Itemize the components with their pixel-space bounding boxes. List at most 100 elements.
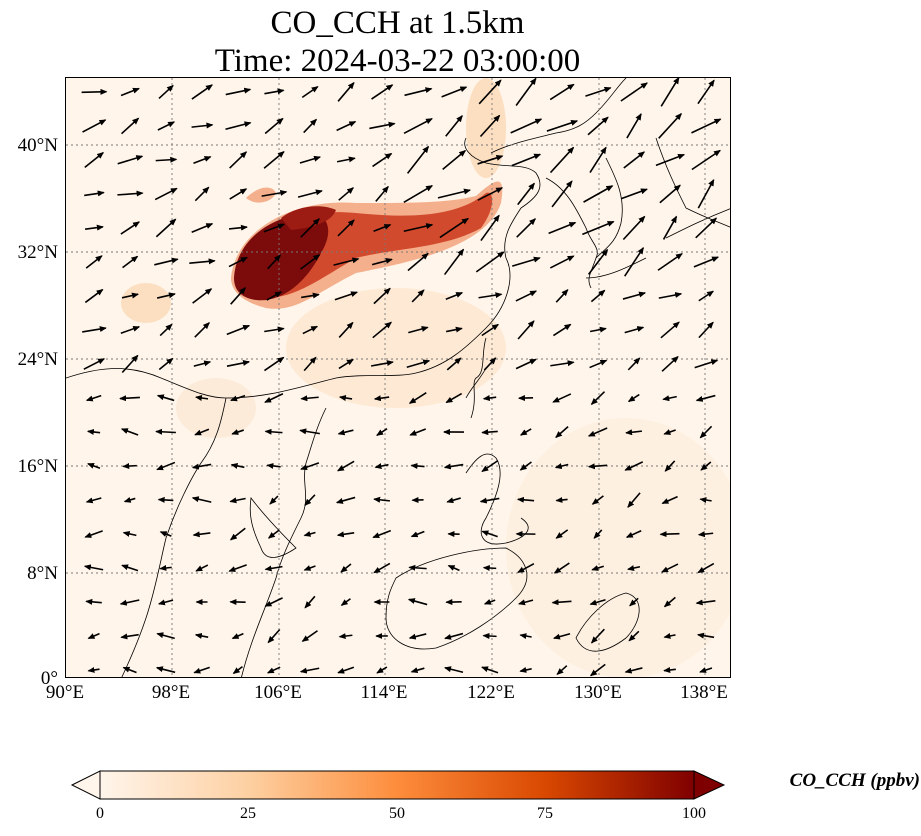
wind-arrow <box>403 185 434 203</box>
wind-arrow <box>407 598 428 606</box>
wind-arrow <box>410 667 425 674</box>
wind-arrow <box>87 666 100 673</box>
wind-arrow <box>337 81 355 102</box>
wind-arrow <box>519 461 532 471</box>
wind-arrow <box>303 565 316 571</box>
colorbar-tick-50: 50 <box>389 805 405 822</box>
wind-arrow <box>194 186 210 202</box>
lat-label-24n: 24°N <box>17 349 58 370</box>
wind-arrow <box>663 667 676 673</box>
wind-arrow <box>373 496 390 503</box>
wind-arrow <box>232 665 243 675</box>
wind-arrow <box>549 255 575 269</box>
wind-arrow <box>376 428 388 436</box>
wind-arrow <box>263 223 286 233</box>
map-title: CO_CCH at 1.5km <box>270 5 525 41</box>
wind-arrow <box>627 492 641 508</box>
wind-arrow <box>483 357 497 371</box>
wind-arrow <box>84 288 104 304</box>
wind-arrow <box>191 122 214 129</box>
lon-label-114e: 114°E <box>360 682 408 703</box>
wind-arrow <box>662 395 677 402</box>
wind-arrow <box>121 292 139 299</box>
wind-arrow <box>695 217 717 239</box>
wind-arrow <box>698 321 714 339</box>
lon-label-90e: 90°E <box>45 682 85 703</box>
wind-arrow <box>556 665 568 675</box>
wind-arrow <box>194 322 210 338</box>
wind-arrow <box>516 496 535 503</box>
wind-arrow <box>444 632 464 640</box>
concentration-field <box>121 78 730 677</box>
wind-arrow <box>156 461 176 471</box>
wind-arrow <box>264 117 284 135</box>
wind-arrow <box>659 184 681 204</box>
wind-arrow <box>158 84 174 100</box>
wind-arrow <box>372 152 393 168</box>
wind-arrow <box>299 667 320 674</box>
wind-arrow <box>517 563 535 573</box>
wind-arrow <box>374 463 389 470</box>
wind-arrow <box>590 289 606 303</box>
wind-arrow <box>479 114 501 138</box>
wind-arrow <box>336 156 356 163</box>
wind-arrow <box>697 178 715 209</box>
wind-arrow <box>303 118 317 134</box>
wind-arrow <box>583 185 614 203</box>
wind-arrow <box>297 189 323 198</box>
wind-arrow <box>627 565 641 571</box>
wind-arrow <box>589 598 606 606</box>
wind-arrow <box>195 564 209 572</box>
wind-arrow <box>156 394 175 402</box>
wind-arrow <box>518 599 534 606</box>
wind-arrow <box>410 462 425 469</box>
lon-label-106e: 106°E <box>254 682 302 703</box>
colorbar-tick-0: 0 <box>96 805 104 822</box>
wind-arrow <box>552 323 572 337</box>
wind-arrow <box>371 258 393 266</box>
wind-arrow <box>122 666 137 674</box>
wind-arrow <box>159 564 172 571</box>
wind-arrow <box>480 214 500 242</box>
wind-arrow <box>699 497 712 504</box>
wind-arrow <box>624 667 643 674</box>
wind-arrow <box>120 325 141 334</box>
wind-arrow <box>266 291 283 301</box>
wind-arrow <box>695 599 716 606</box>
wind-arrow <box>267 529 280 539</box>
wind-arrow <box>622 291 647 300</box>
lat-label-16n: 16°N <box>17 456 58 477</box>
wind-arrow <box>627 393 640 403</box>
wind-arrow <box>191 496 212 503</box>
wind-arrow <box>519 633 532 640</box>
co-plume <box>231 181 503 309</box>
wind-arrow <box>231 632 244 640</box>
wind-arrow <box>301 630 318 642</box>
wind-arrow <box>482 632 497 639</box>
wind-arrow <box>372 321 392 339</box>
lat-label-0: 0° <box>40 668 58 689</box>
wind-arrow <box>192 531 211 538</box>
wind-arrow <box>157 496 174 503</box>
wind-arrow <box>300 254 321 270</box>
wind-arrow <box>301 292 320 299</box>
wind-vectors <box>81 78 722 677</box>
wind-arrow <box>338 321 354 338</box>
wind-arrow <box>336 120 357 132</box>
map-panel <box>65 77 731 678</box>
wind-arrow <box>519 667 532 673</box>
wind-arrow <box>266 462 281 469</box>
wind-arrow <box>264 565 283 572</box>
wind-arrow <box>661 356 679 372</box>
wind-arrow <box>478 79 502 105</box>
wind-arrow <box>515 78 537 106</box>
wind-arrow <box>157 599 174 606</box>
wind-arrow <box>337 460 355 472</box>
wind-arrow <box>551 180 573 208</box>
wind-arrow <box>625 530 642 538</box>
wind-arrow <box>697 79 715 105</box>
wind-arrow <box>300 395 319 402</box>
wind-arrow <box>699 425 713 439</box>
wind-arrow <box>337 666 355 674</box>
wind-arrow <box>511 153 542 167</box>
